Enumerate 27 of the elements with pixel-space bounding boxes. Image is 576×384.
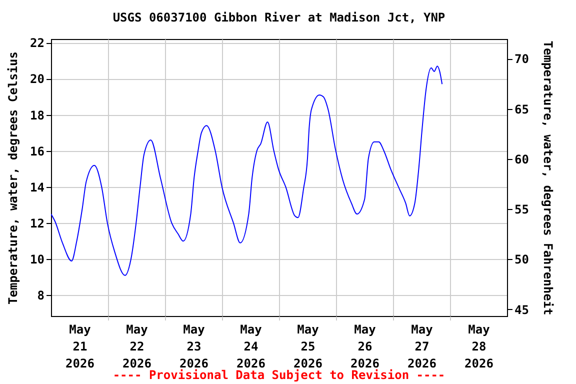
y2-tick-label: 50 [514,252,529,267]
y2-tick-label: 45 [514,302,529,317]
x-tick-label: May 22 2026 [122,322,152,370]
chart-title: USGS 06037100 Gibbon River at Madison Jct, YNP [112,10,446,24]
y-tick-label: 22 [30,36,44,50]
x-tick-label: May 24 2026 [236,322,266,370]
x-tick-label: May 27 2026 [408,322,436,370]
x-tick-label: May 26 2026 [350,322,380,370]
y2-tick-label: 70 [514,52,529,66]
y2-tick-label: 65 [514,102,529,116]
y-tick-label: 20 [30,72,44,86]
x-tick-label: May 21 2026 [66,322,94,370]
y-tick-label: 16 [30,144,44,158]
y-tick-label: 8 [37,288,44,303]
x-tick-label: May 23 2026 [180,322,208,370]
y-tick-label: 10 [30,252,44,267]
y-tick-label: 12 [30,216,44,231]
line-series [51,66,443,276]
y-tick-label: 18 [30,108,44,122]
text: ---- Provisional Data Subject to Revision ---- [112,368,446,382]
y2-tick-label: 60 [514,152,529,166]
y-tick-label: 14 [30,180,44,194]
y-axis-title: Temperature, water, degrees Celsius [6,52,20,304]
x-tick-label: May 25 2026 [294,322,322,370]
x-tick-label: May 28 2026 [464,322,494,370]
y2-tick-label: 55 [514,202,529,217]
y2-axis-title: Temperature, water, degrees Fahrenheit [540,40,555,316]
